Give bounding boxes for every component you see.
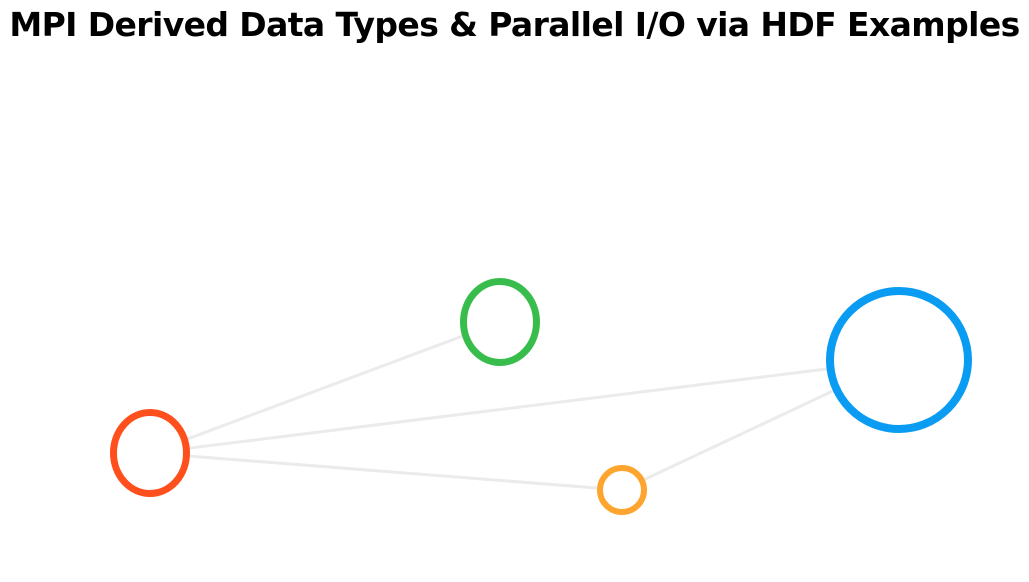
edge-red-blue: [188, 367, 829, 450]
node-blue: [826, 287, 972, 433]
node-green: [460, 278, 540, 366]
edge-orange-blue: [643, 389, 835, 481]
nodes-layer: [110, 278, 972, 515]
edges-layer: [186, 334, 835, 490]
node-red: [110, 409, 190, 497]
page-title: MPI Derived Data Types & Parallel I/O vi…: [9, 5, 1020, 44]
edge-red-green: [186, 334, 464, 441]
edge-red-orange: [188, 454, 599, 490]
node-orange: [597, 465, 647, 515]
